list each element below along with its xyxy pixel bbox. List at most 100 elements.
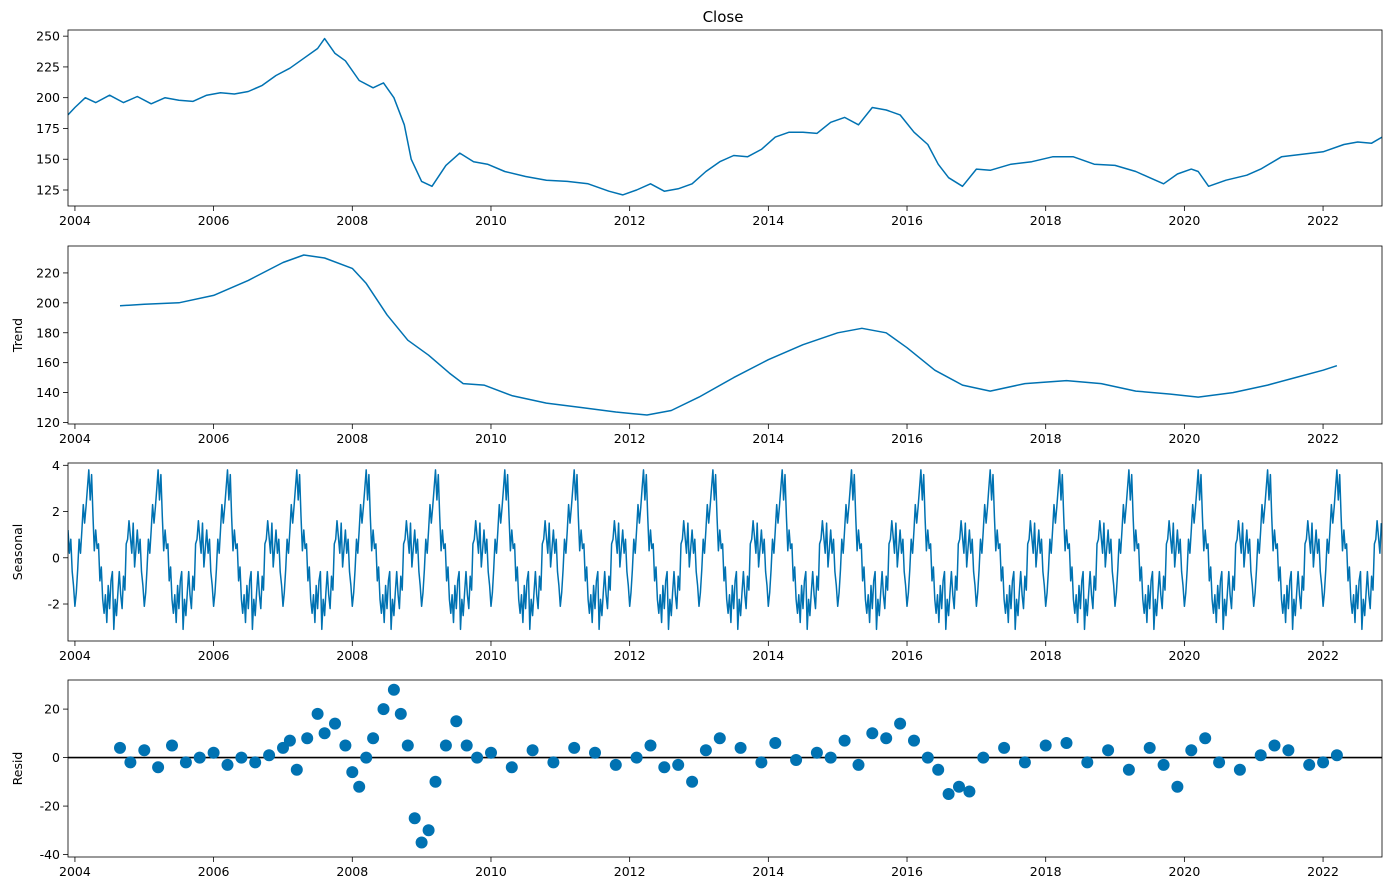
resid-point xyxy=(283,734,296,747)
trend-xtick-label: 2020 xyxy=(1168,431,1200,446)
trend-xtick-label: 2016 xyxy=(891,431,923,446)
seasonal-xtick-label: 2004 xyxy=(59,648,91,663)
seasonal-xtick-label: 2022 xyxy=(1307,648,1339,663)
resid-xtick-label: 2022 xyxy=(1307,864,1339,879)
seasonal-ytick-label: 4 xyxy=(52,458,60,473)
seasonal-ytick-label: -2 xyxy=(48,597,60,612)
resid-point xyxy=(658,761,671,774)
close-frame xyxy=(67,29,1383,207)
seasonal-plot-area xyxy=(68,469,1382,631)
resid-point xyxy=(439,739,452,752)
resid-point xyxy=(1303,758,1316,771)
resid-point xyxy=(838,734,851,747)
seasonal-xtick-label: 2018 xyxy=(1030,648,1062,663)
resid-point xyxy=(921,751,934,764)
seasonal-ytick-label: 0 xyxy=(52,550,60,565)
resid-point xyxy=(207,746,220,759)
close-title: Close xyxy=(703,8,744,26)
resid-point xyxy=(290,763,303,776)
trend-ylabel: Trend xyxy=(10,318,25,353)
close-xtick-label: 2012 xyxy=(614,213,646,228)
resid-point xyxy=(1171,780,1184,793)
resid-point xyxy=(346,766,359,779)
resid-point xyxy=(713,732,726,745)
resid-point xyxy=(908,734,920,747)
resid-point xyxy=(318,727,331,740)
resid-point xyxy=(630,751,643,764)
seasonal-xtick-label: 2008 xyxy=(336,648,368,663)
resid-point xyxy=(1317,756,1330,769)
resid-ytick-label: 0 xyxy=(52,750,60,765)
resid-point xyxy=(852,758,865,771)
resid-point xyxy=(1233,763,1246,776)
resid-point xyxy=(609,758,622,771)
resid-point xyxy=(755,756,768,769)
resid-point xyxy=(644,739,657,752)
trend-ytick-label: 160 xyxy=(36,355,60,370)
resid-point xyxy=(329,717,341,730)
trend-series-line xyxy=(119,254,1338,416)
trend-ytick-label: 140 xyxy=(36,385,60,400)
trend-ytick-label: 180 xyxy=(36,325,60,340)
resid-point xyxy=(589,746,601,759)
close-panel: Close xyxy=(703,8,744,26)
resid-xtick-label: 2020 xyxy=(1168,864,1200,879)
resid-point xyxy=(394,707,407,720)
resid-point xyxy=(193,751,206,764)
resid-point xyxy=(1199,732,1212,745)
resid-point xyxy=(1102,744,1115,757)
resid-point xyxy=(401,739,414,752)
resid-point xyxy=(301,732,314,745)
close-xtick-label: 2014 xyxy=(752,213,784,228)
resid-point xyxy=(422,824,435,837)
resid-point xyxy=(942,788,955,800)
resid-xtick-label: 2012 xyxy=(614,864,646,879)
resid-point xyxy=(769,737,782,749)
resid-point xyxy=(114,741,126,754)
close-xtick-label: 2006 xyxy=(198,213,230,228)
resid-point xyxy=(235,751,248,764)
close-ytick-label: 200 xyxy=(36,90,60,105)
resid-xtick-label: 2008 xyxy=(336,864,368,879)
resid-plot-area xyxy=(68,683,1382,849)
resid-point xyxy=(460,739,473,752)
seasonal-frame xyxy=(67,462,1383,642)
resid-point xyxy=(1143,741,1156,754)
resid-point xyxy=(367,732,380,745)
resid-point xyxy=(1213,756,1226,769)
seasonal-xtick-label: 2014 xyxy=(752,648,784,663)
trend-frame xyxy=(67,245,1383,425)
close-xtick-label: 2016 xyxy=(891,213,923,228)
resid-point xyxy=(734,741,747,754)
resid-point xyxy=(866,727,879,740)
seasonal-xtick-label: 2012 xyxy=(614,648,646,663)
resid-point xyxy=(450,715,463,728)
trend-xtick-label: 2004 xyxy=(59,431,91,446)
seasonal-ytick-label: 2 xyxy=(52,504,60,519)
resid-point xyxy=(1282,744,1295,757)
resid-point xyxy=(963,785,976,798)
resid-point xyxy=(471,751,484,764)
resid-point xyxy=(1122,763,1135,776)
resid-point xyxy=(429,775,442,788)
resid-point xyxy=(810,746,823,759)
resid-point xyxy=(953,780,965,793)
resid-point xyxy=(672,758,685,771)
close-xtick-label: 2020 xyxy=(1168,213,1200,228)
close-ytick-label: 225 xyxy=(36,59,60,74)
resid-point xyxy=(377,703,390,716)
close-plot-area xyxy=(68,37,1382,196)
trend-axes: 2004 2006 2008 2010 2012 2014 2016 2018 2020 2022… xyxy=(10,245,1383,446)
resid-point xyxy=(824,751,837,764)
resid-xtick-label: 2004 xyxy=(59,864,91,879)
trend-plot-area xyxy=(119,254,1338,416)
close-ytick-label: 150 xyxy=(36,152,60,167)
trend-xtick-label: 2012 xyxy=(614,431,646,446)
close-xtick-label: 2004 xyxy=(59,213,91,228)
resid-point xyxy=(1268,739,1281,752)
resid-ytick-label: -40 xyxy=(40,847,60,862)
resid-xtick-label: 2016 xyxy=(891,864,923,879)
close-series-line xyxy=(68,37,1382,196)
resid-point xyxy=(1081,756,1094,769)
